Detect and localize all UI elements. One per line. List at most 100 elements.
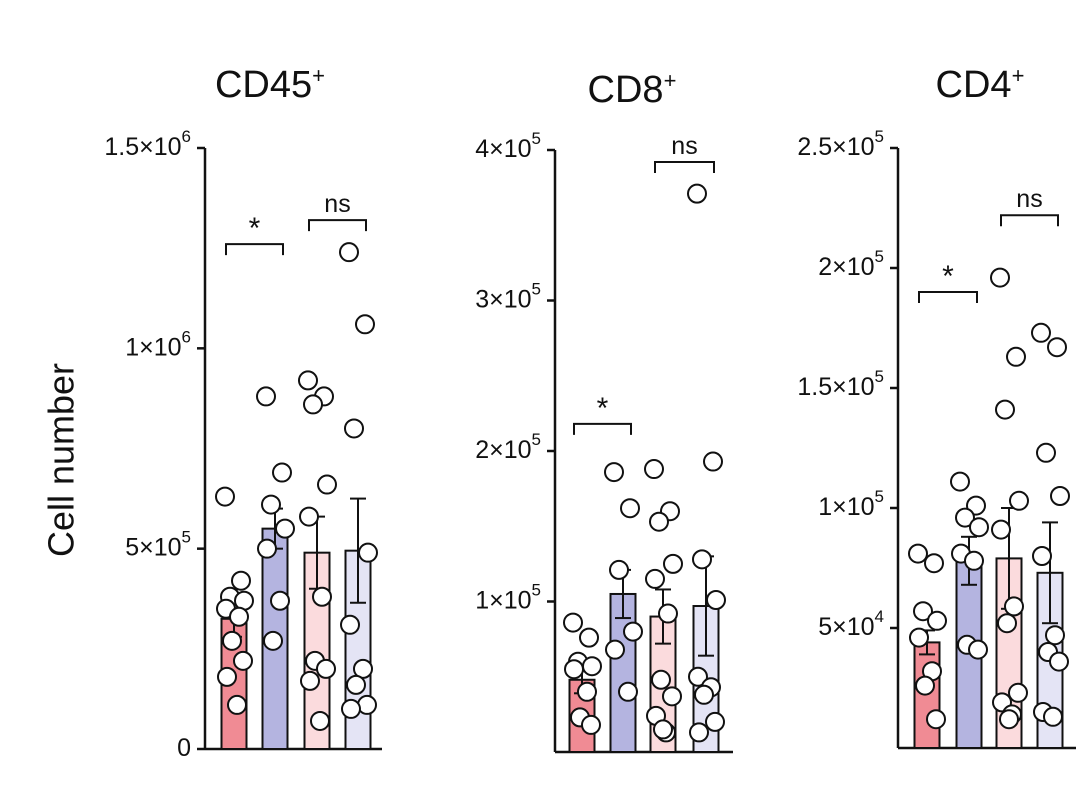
data-point <box>256 386 276 407</box>
data-point <box>623 621 643 642</box>
data-point <box>1036 442 1056 463</box>
data-point <box>1050 486 1070 506</box>
tick-mantissa: 5×10 <box>125 533 181 561</box>
data-point <box>644 459 664 480</box>
data-point <box>997 613 1017 634</box>
tick-mantissa: 1×10 <box>125 333 181 361</box>
data-point <box>1009 490 1029 511</box>
data-point <box>310 710 330 731</box>
data-point <box>999 709 1019 730</box>
y-tick-label: 5×104 <box>818 607 884 640</box>
tick-mantissa: 1×10 <box>818 493 874 521</box>
data-point <box>703 451 723 472</box>
data-point <box>908 543 928 564</box>
data-point <box>990 267 1010 288</box>
data-point <box>339 242 359 263</box>
data-point <box>950 471 970 492</box>
y-tick-label: 3×105 <box>475 280 541 313</box>
data-point <box>915 675 935 696</box>
data-point <box>687 183 707 204</box>
data-point <box>688 666 708 687</box>
data-point <box>341 698 361 719</box>
tick-mantissa: 2.5×10 <box>797 133 874 161</box>
title-superscript: + <box>312 63 325 88</box>
data-point <box>1031 322 1051 343</box>
data-point <box>663 553 683 574</box>
data-point <box>217 666 237 687</box>
tick-mantissa: 1.5×10 <box>104 133 181 161</box>
data-point <box>261 494 281 515</box>
tick-exponent: 5 <box>532 581 541 600</box>
data-point <box>215 486 235 507</box>
tick-exponent: 6 <box>182 127 191 146</box>
data-point <box>222 630 242 651</box>
data-point <box>649 511 669 532</box>
significance-bracket <box>918 291 978 303</box>
significance-label: * <box>597 392 609 425</box>
tick-exponent: 4 <box>875 607 884 626</box>
data-point <box>705 711 725 732</box>
data-point <box>692 549 712 570</box>
y-tick-label: 1.5×106 <box>104 127 191 160</box>
tick-mantissa: 1×10 <box>475 586 531 614</box>
y-tick-label: 1×105 <box>475 581 541 614</box>
y-tick-label: 0 <box>177 734 191 762</box>
data-point <box>227 694 247 715</box>
tick-exponent: 5 <box>532 129 541 148</box>
data-point <box>355 314 375 335</box>
y-tick-label: 1.5×105 <box>797 367 884 400</box>
data-point <box>298 370 318 391</box>
data-point <box>620 498 640 519</box>
data-point <box>605 639 625 660</box>
data-point <box>927 610 947 631</box>
data-point <box>955 507 975 528</box>
data-point <box>651 669 671 690</box>
title-superscript: + <box>664 68 677 93</box>
data-point <box>1006 346 1026 367</box>
tick-mantissa: 2×10 <box>818 253 874 281</box>
data-point <box>658 603 678 624</box>
bar <box>609 592 637 753</box>
data-point <box>563 612 583 633</box>
data-point <box>317 474 337 495</box>
data-point <box>609 559 629 580</box>
data-point <box>645 568 665 589</box>
significance-label: * <box>942 260 954 293</box>
data-point <box>257 538 277 559</box>
data-point <box>233 650 253 671</box>
significance-label: ns <box>671 132 697 160</box>
significance-bracket <box>225 243 284 256</box>
significance-bracket <box>573 422 632 435</box>
significance-label: ns <box>1016 185 1042 213</box>
data-point <box>346 674 366 695</box>
data-point <box>231 570 251 591</box>
data-point <box>1032 546 1052 566</box>
tick-mantissa: 1.5×10 <box>797 373 874 401</box>
y-tick-label: 1×105 <box>818 487 884 520</box>
y-tick-label: 1×106 <box>125 328 191 361</box>
data-point <box>662 686 682 707</box>
y-axis-label: Cell number <box>41 363 82 557</box>
data-point <box>926 709 946 730</box>
data-point <box>604 462 624 483</box>
data-point <box>229 606 249 627</box>
data-point <box>1043 706 1063 727</box>
significance-label: ns <box>324 190 350 218</box>
data-point <box>964 550 984 571</box>
significance-bracket <box>654 161 715 174</box>
data-point <box>694 684 714 705</box>
tick-mantissa: 4×10 <box>475 135 531 163</box>
data-point <box>924 553 944 574</box>
data-point <box>300 670 320 691</box>
data-point <box>618 681 638 702</box>
data-point <box>706 589 726 610</box>
tick-exponent: 6 <box>182 328 191 347</box>
data-point <box>316 658 336 679</box>
data-point <box>299 506 319 527</box>
tick-exponent: 5 <box>875 487 884 506</box>
tick-exponent: 5 <box>875 127 884 146</box>
data-point <box>969 517 989 538</box>
